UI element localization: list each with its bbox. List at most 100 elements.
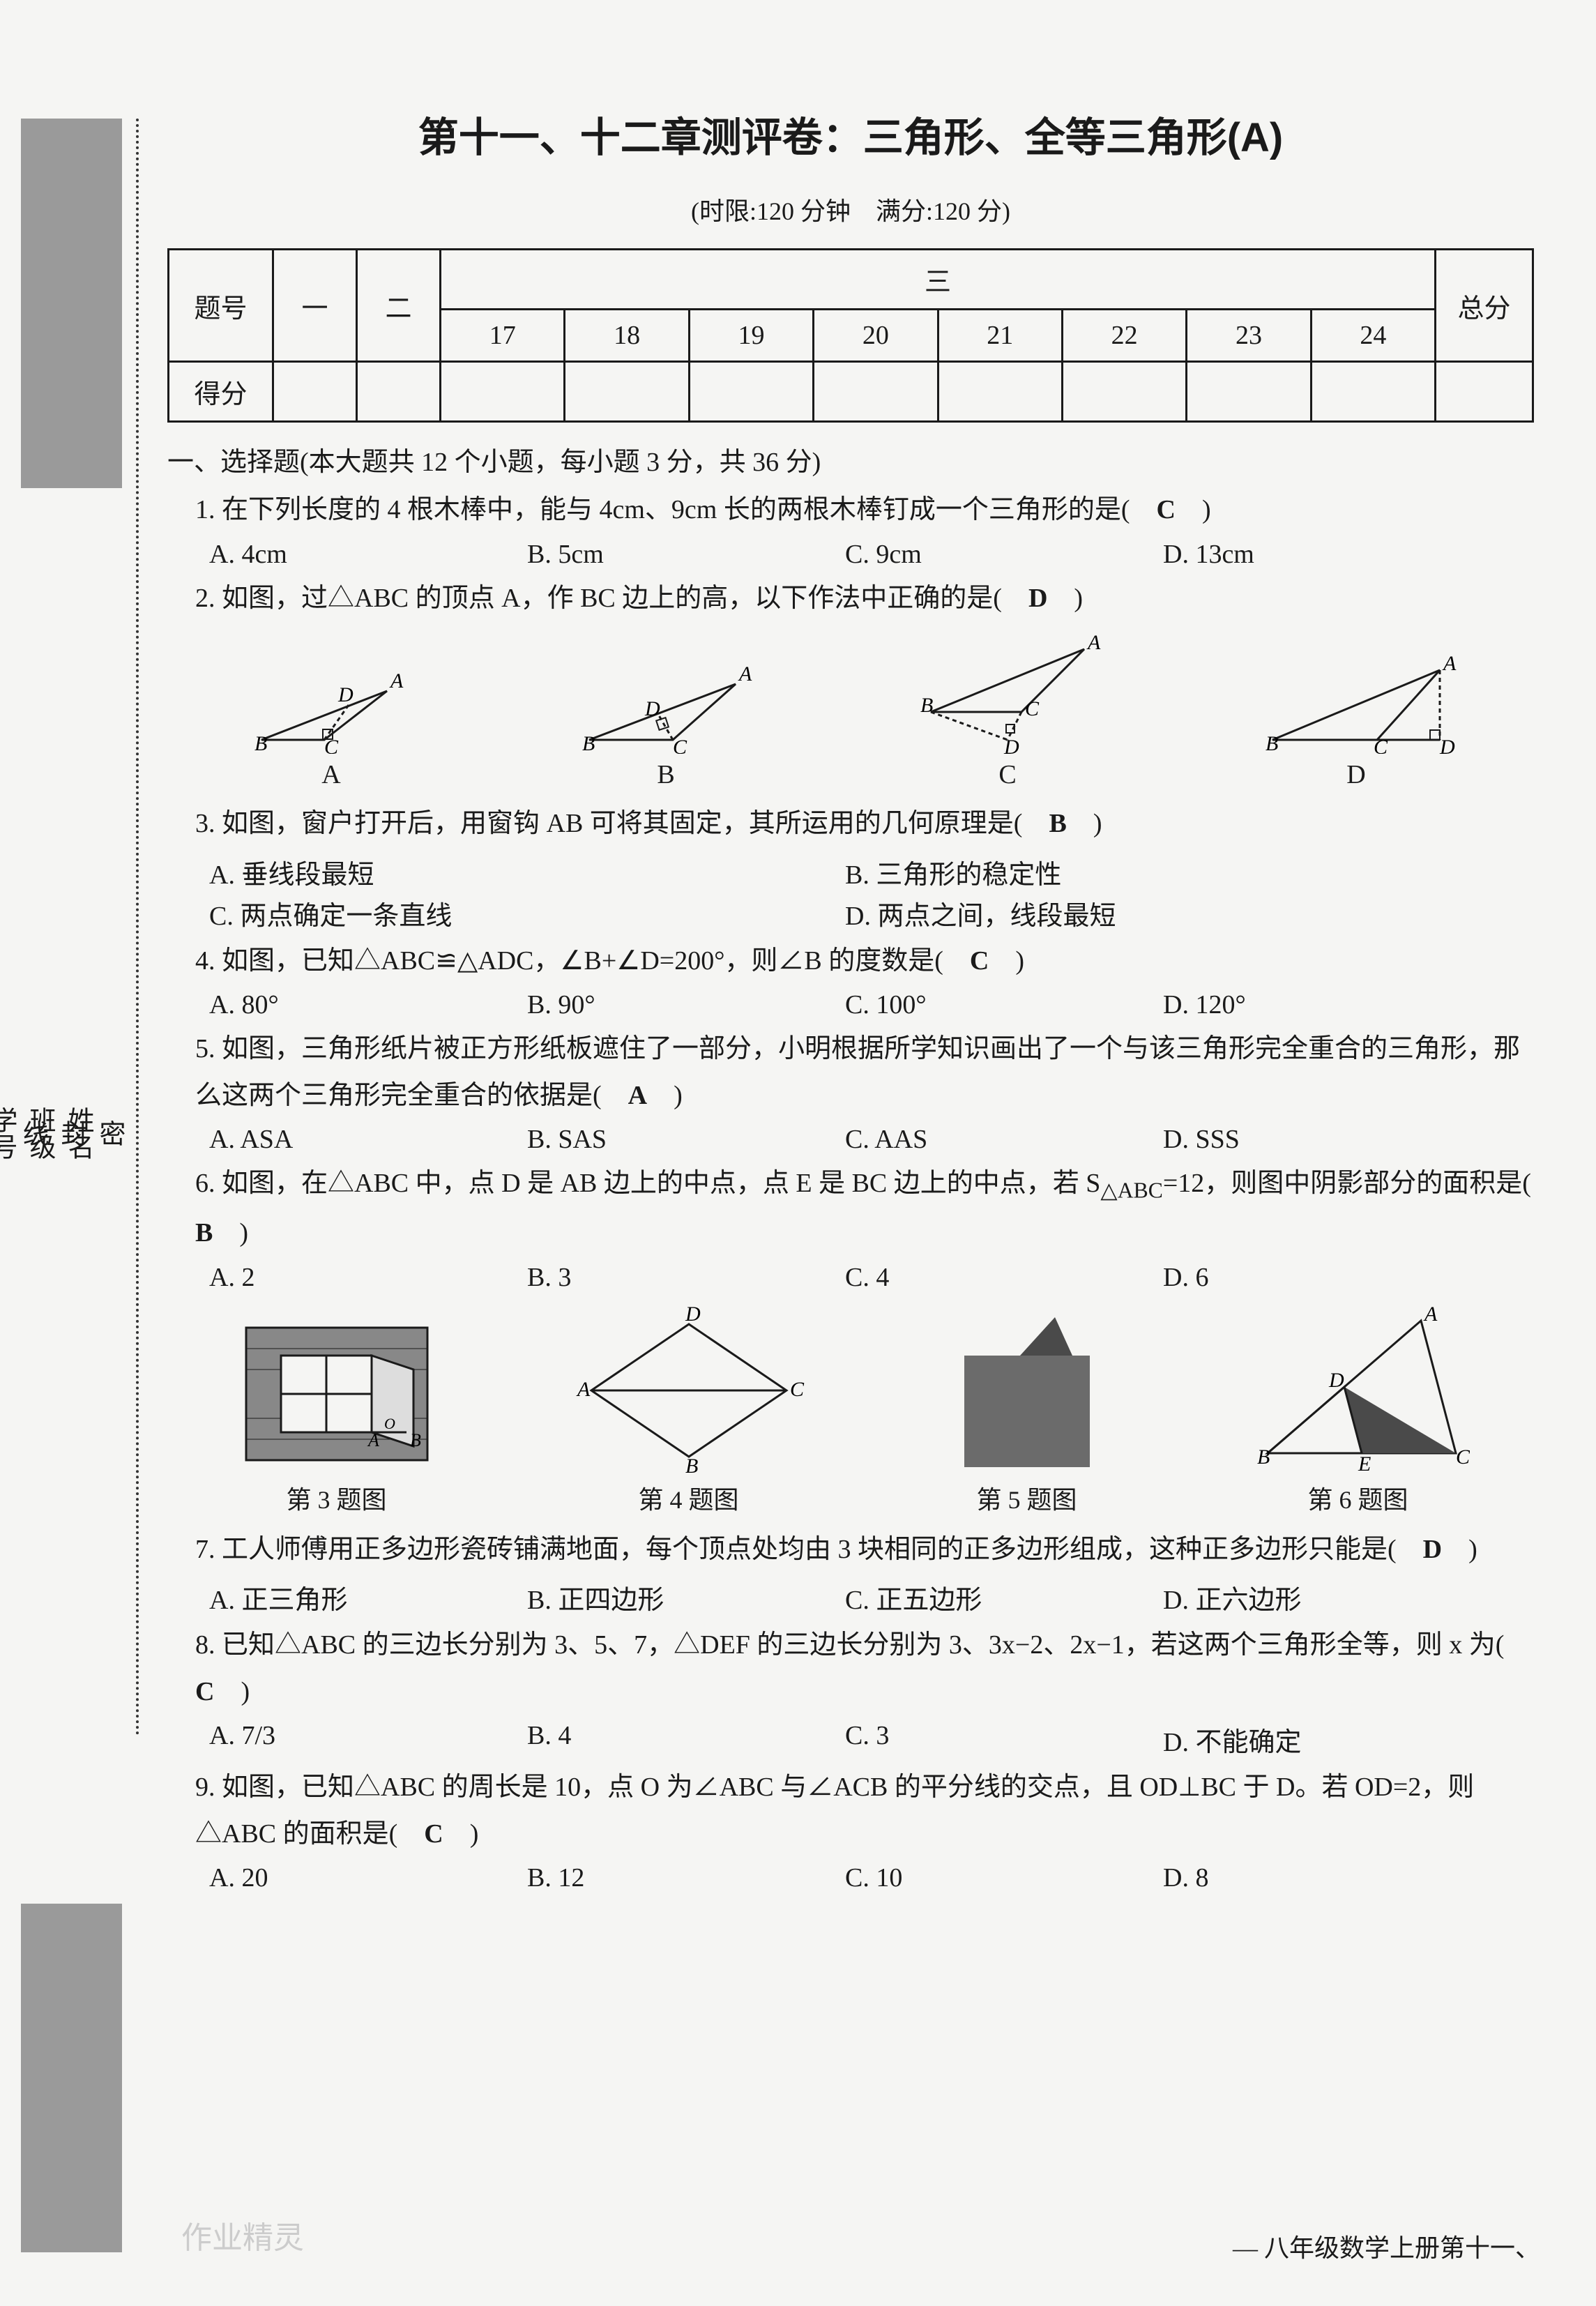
question-2: 2. 如图，过△ABC 的顶点 A，作 BC 边上的高，以下作法中正确的是( D… xyxy=(195,575,1534,622)
opt-c: C. 10 xyxy=(845,1863,1163,1893)
q9-text: 9. 如图，已知△ABC 的周长是 10，点 O 为∠ABC 与∠ACB 的平分… xyxy=(195,1773,1474,1849)
fig6-caption: 第 6 题图 xyxy=(1247,1480,1470,1516)
q5-text: 5. 如图，三角形纸片被正方形纸板遮住了一部分，小明根据所学知识画出了一个与该三… xyxy=(195,1034,1520,1110)
opt-c: C. 3 xyxy=(845,1720,1163,1759)
fig-4: A C D B 第 4 题图 xyxy=(570,1307,807,1516)
q2-fig-d: B C A D D xyxy=(1252,649,1461,790)
page-footer: — 八年级数学上册第十一、 xyxy=(1233,2228,1540,2264)
svg-text:D: D xyxy=(1439,736,1455,754)
svg-text:A: A xyxy=(1442,652,1457,675)
page-subtitle: (时限:120 分钟 满分:120 分) xyxy=(167,191,1534,227)
th-col: 23 xyxy=(1187,310,1311,362)
q2-answer: D xyxy=(1028,584,1047,613)
svg-text:A: A xyxy=(576,1378,591,1401)
svg-text:B: B xyxy=(685,1455,698,1474)
q7-text: 7. 工人师傅用正多边形瓷砖铺满地面，每个顶点处均由 3 块相同的正多边形组成，… xyxy=(195,1535,1423,1564)
q3-text: 3. 如图，窗户打开后，用窗钩 AB 可将其固定，其所运用的几何原理是( xyxy=(195,809,1049,838)
q2-label-b: B xyxy=(568,759,763,790)
opt-b: B. 3 xyxy=(527,1262,845,1293)
opt-b: B. SAS xyxy=(527,1124,845,1155)
question-9: 9. 如图，已知△ABC 的周长是 10，点 O 为∠ABC 与∠ACB 的平分… xyxy=(195,1764,1534,1857)
opt-c: C. 9cm xyxy=(845,539,1163,570)
opt-b: B. 90° xyxy=(527,989,845,1020)
svg-text:D: D xyxy=(685,1307,701,1326)
svg-text:B: B xyxy=(410,1430,421,1450)
q5-options: A. ASA B. SAS C. AAS D. SSS xyxy=(209,1124,1534,1155)
score-cell xyxy=(938,362,1062,422)
triangle-c-icon: B C A D xyxy=(910,635,1105,754)
q6-answer: B xyxy=(195,1218,213,1247)
q5-text2: ) xyxy=(647,1081,683,1110)
q3-answer: B xyxy=(1049,809,1066,838)
score-cell xyxy=(565,362,689,422)
page-title: 第十一、十二章测评卷：三角形、全等三角形(A) xyxy=(167,105,1534,163)
th-col: 17 xyxy=(441,310,565,362)
binding-dotted-line xyxy=(136,119,139,1736)
svg-text:E: E xyxy=(1358,1452,1371,1474)
q7-text2: ) xyxy=(1442,1535,1477,1564)
score-cell xyxy=(689,362,813,422)
opt-d: D. 6 xyxy=(1163,1262,1481,1293)
question-4: 4. 如图，已知△ABC≌△ADC，∠B+∠D=200°，则∠B 的度数是( C… xyxy=(195,938,1534,985)
score-cell xyxy=(441,362,565,422)
q3-options-row2: C. 两点确定一条直线 D. 两点之间，线段最短 xyxy=(209,894,1534,932)
svg-text:C: C xyxy=(324,736,339,754)
q9-answer: C xyxy=(424,1819,443,1849)
th-two: 二 xyxy=(357,250,441,362)
triangle-b-icon: B C A D xyxy=(568,649,763,754)
q1-options: A. 4cm B. 5cm C. 9cm D. 13cm xyxy=(209,539,1534,570)
opt-b: B. 三角形的稳定性 xyxy=(845,853,1481,891)
q2-fig-a: B C A D A xyxy=(241,649,422,790)
svg-text:C: C xyxy=(1025,697,1040,720)
q1-text: 1. 在下列长度的 4 根木棒中，能与 4cm、9cm 长的两根木棒钉成一个三角… xyxy=(195,495,1157,524)
opt-a: A. 垂线段最短 xyxy=(209,853,845,891)
question-8: 8. 已知△ABC 的三边长分别为 3、5、7，△DEF 的三边长分别为 3、3… xyxy=(195,1622,1534,1715)
opt-b: B. 4 xyxy=(527,1720,845,1759)
svg-text:D: D xyxy=(1003,736,1019,754)
opt-c: C. 100° xyxy=(845,989,1163,1020)
q5-answer: A xyxy=(628,1081,647,1110)
score-cell xyxy=(814,362,938,422)
q3-options-row1: A. 垂线段最短 B. 三角形的稳定性 xyxy=(209,853,1534,891)
opt-d: D. SSS xyxy=(1163,1124,1481,1155)
th-three: 三 xyxy=(441,250,1436,310)
q8-text2: ) xyxy=(214,1677,250,1706)
side-seal-marks: 密 封 线 xyxy=(108,488,129,1778)
fig5-caption: 第 5 题图 xyxy=(936,1480,1118,1516)
question-3: 3. 如图，窗户打开后，用窗钩 AB 可将其固定，其所运用的几何原理是( B ) xyxy=(195,801,1534,847)
figures-3-6: A B O 第 3 题图 A C D B 第 4 题图 第 5 题图 xyxy=(167,1307,1534,1516)
svg-text:A: A xyxy=(1086,635,1101,654)
svg-text:B: B xyxy=(254,732,267,754)
q4-answer: C xyxy=(970,946,989,976)
q6-options: A. 2 B. 3 C. 4 D. 6 xyxy=(209,1262,1534,1293)
opt-b: B. 正四边形 xyxy=(527,1578,845,1616)
window-icon: A B O xyxy=(232,1307,441,1474)
svg-text:D: D xyxy=(644,697,660,720)
fig-5: 第 5 题图 xyxy=(936,1307,1118,1516)
svg-text:C: C xyxy=(1456,1446,1470,1469)
opt-d: D. 两点之间，线段最短 xyxy=(845,894,1481,932)
opt-c: C. AAS xyxy=(845,1124,1163,1155)
q2-fig-c: B C A D C xyxy=(910,635,1105,790)
svg-text:C: C xyxy=(673,736,687,754)
svg-text:D: D xyxy=(337,683,354,706)
opt-b: B. 5cm xyxy=(527,539,845,570)
section-header: 一、选择题(本大题共 12 个小题，每小题 3 分，共 36 分) xyxy=(167,440,1534,478)
question-1: 1. 在下列长度的 4 根木棒中，能与 4cm、9cm 长的两根木棒钉成一个三角… xyxy=(195,487,1534,533)
q9-text2: ) xyxy=(443,1819,479,1849)
triangle-a-icon: B C A D xyxy=(241,649,422,754)
th-total: 总分 xyxy=(1436,250,1533,362)
q2-figures: B C A D A B C A D B xyxy=(167,635,1534,790)
opt-c: C. 两点确定一条直线 xyxy=(209,894,845,932)
score-cell xyxy=(357,362,441,422)
opt-b: B. 12 xyxy=(527,1863,845,1893)
q3-text2: ) xyxy=(1067,809,1102,838)
opt-d: D. 正六边形 xyxy=(1163,1578,1481,1616)
watermark-text: 作业精灵 xyxy=(181,2213,304,2257)
opt-c: C. 正五边形 xyxy=(845,1578,1163,1616)
q2-label-a: A xyxy=(241,759,422,790)
triangle-d-icon: B C A D xyxy=(1252,649,1461,754)
fig4-caption: 第 4 题图 xyxy=(570,1480,807,1516)
triangle-shaded-icon: A B C D E xyxy=(1247,1307,1470,1474)
question-5: 5. 如图，三角形纸片被正方形纸板遮住了一部分，小明根据所学知识画出了一个与该三… xyxy=(195,1026,1534,1118)
